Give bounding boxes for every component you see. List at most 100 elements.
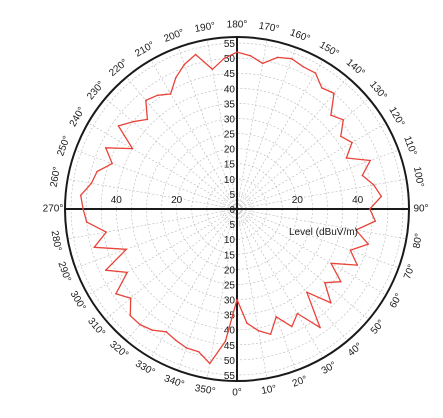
- angle-label: 10°: [261, 383, 278, 396]
- data-point: [90, 182, 93, 185]
- angle-label: 250°: [55, 134, 72, 157]
- grid-spoke: [236, 149, 399, 210]
- radial-tick-label: 15: [224, 250, 236, 261]
- grid-spoke: [126, 77, 238, 210]
- angle-label: 50°: [369, 318, 387, 337]
- grid-spoke: [236, 39, 268, 210]
- angle-label: 190°: [194, 21, 216, 35]
- data-point: [380, 195, 383, 198]
- data-point: [156, 94, 159, 97]
- data-point: [246, 322, 248, 325]
- data-point: [151, 329, 153, 331]
- data-point: [197, 351, 200, 353]
- data-point: [104, 147, 107, 149]
- grid-spoke: [206, 208, 238, 379]
- grid-spoke: [236, 77, 348, 210]
- angle-label: 270°: [43, 204, 64, 215]
- radial-tick-label: 15: [224, 160, 236, 171]
- angle-label: 100°: [411, 166, 425, 188]
- radial-tick-label: 45: [224, 69, 236, 80]
- radial-tick-label: 50: [224, 356, 236, 367]
- radial-tick-label: 55: [224, 39, 236, 50]
- radial-tick-label: 45: [224, 341, 236, 352]
- data-point: [342, 119, 345, 121]
- data-point: [369, 208, 371, 210]
- grid-spoke: [75, 208, 238, 269]
- angle-label: 140°: [344, 57, 367, 79]
- angle-label: 320°: [107, 339, 130, 361]
- data-point: [82, 208, 84, 210]
- grid-spoke: [236, 208, 407, 240]
- grid-spoke: [105, 98, 238, 210]
- radial-axis-title: Level (dBuV/m): [289, 227, 358, 238]
- data-point: [111, 162, 113, 165]
- data-point: [291, 325, 293, 328]
- data-point: [321, 87, 323, 89]
- angle-label: 110°: [401, 135, 418, 158]
- data-point: [324, 281, 326, 284]
- data-point: [175, 339, 177, 342]
- data-point: [169, 93, 172, 95]
- angle-label: 70°: [402, 263, 418, 281]
- data-point: [330, 262, 332, 265]
- grid-spoke: [236, 98, 369, 210]
- angle-label: 170°: [258, 21, 280, 35]
- data-point: [85, 221, 88, 223]
- data-point: [209, 362, 211, 365]
- grid-spoke: [126, 208, 238, 341]
- grid-spoke: [236, 208, 369, 320]
- data-point: [296, 312, 299, 315]
- grid-spoke: [236, 208, 387, 296]
- grid-spoke: [67, 208, 238, 240]
- radial-tick-label: 10: [224, 175, 236, 186]
- data-point: [194, 53, 197, 56]
- data-point: [275, 316, 278, 318]
- grid-spoke: [150, 208, 238, 359]
- grid-spoke: [87, 122, 238, 210]
- data-point: [211, 68, 214, 71]
- angle-label: 200°: [162, 27, 185, 44]
- data-point: [165, 331, 167, 333]
- radial-tick-label: 10: [224, 235, 236, 246]
- data-point: [129, 297, 132, 300]
- radial-tick-label: 35: [224, 99, 236, 110]
- data-point: [361, 174, 364, 177]
- data-point: [117, 125, 120, 127]
- angle-label: 230°: [85, 79, 107, 102]
- grid-spoke: [75, 149, 238, 210]
- angle-label: 160°: [288, 27, 311, 44]
- grid-spokes: [67, 39, 407, 379]
- data-point: [356, 264, 359, 266]
- radial-tick-label: 30: [224, 114, 236, 125]
- data-point: [132, 120, 134, 123]
- radial-tick-label: 35: [224, 311, 236, 322]
- radial-tick-label: 40: [111, 195, 123, 206]
- angle-label: 280°: [49, 230, 63, 252]
- data-point: [175, 76, 177, 79]
- radial-tick-label: 0: [229, 205, 235, 216]
- angle-label: 350°: [194, 383, 216, 397]
- data-point: [355, 229, 357, 231]
- data-point: [302, 66, 305, 68]
- grid-spoke: [236, 208, 348, 341]
- data-point: [369, 159, 372, 162]
- data-point: [96, 170, 98, 173]
- angle-label: 240°: [68, 105, 88, 128]
- data-point: [340, 135, 342, 138]
- data-point: [276, 56, 279, 59]
- radial-tick-label: 55: [224, 371, 236, 382]
- angle-label: 220°: [107, 57, 130, 79]
- angle-label: 150°: [317, 40, 340, 60]
- radial-tick-labels-vertical: 0551010151520202525303035354040454550505…: [224, 39, 236, 382]
- grid-spoke: [105, 208, 238, 320]
- radial-tick-label: 30: [224, 296, 236, 307]
- grid-spoke: [206, 39, 238, 210]
- data-point: [372, 184, 375, 186]
- angle-label: 20°: [291, 374, 309, 390]
- data-point: [236, 51, 238, 53]
- data-point: [319, 326, 321, 329]
- radial-tick-label: 5: [229, 190, 235, 201]
- radial-tick-label: 20: [171, 195, 183, 206]
- data-point: [330, 114, 332, 116]
